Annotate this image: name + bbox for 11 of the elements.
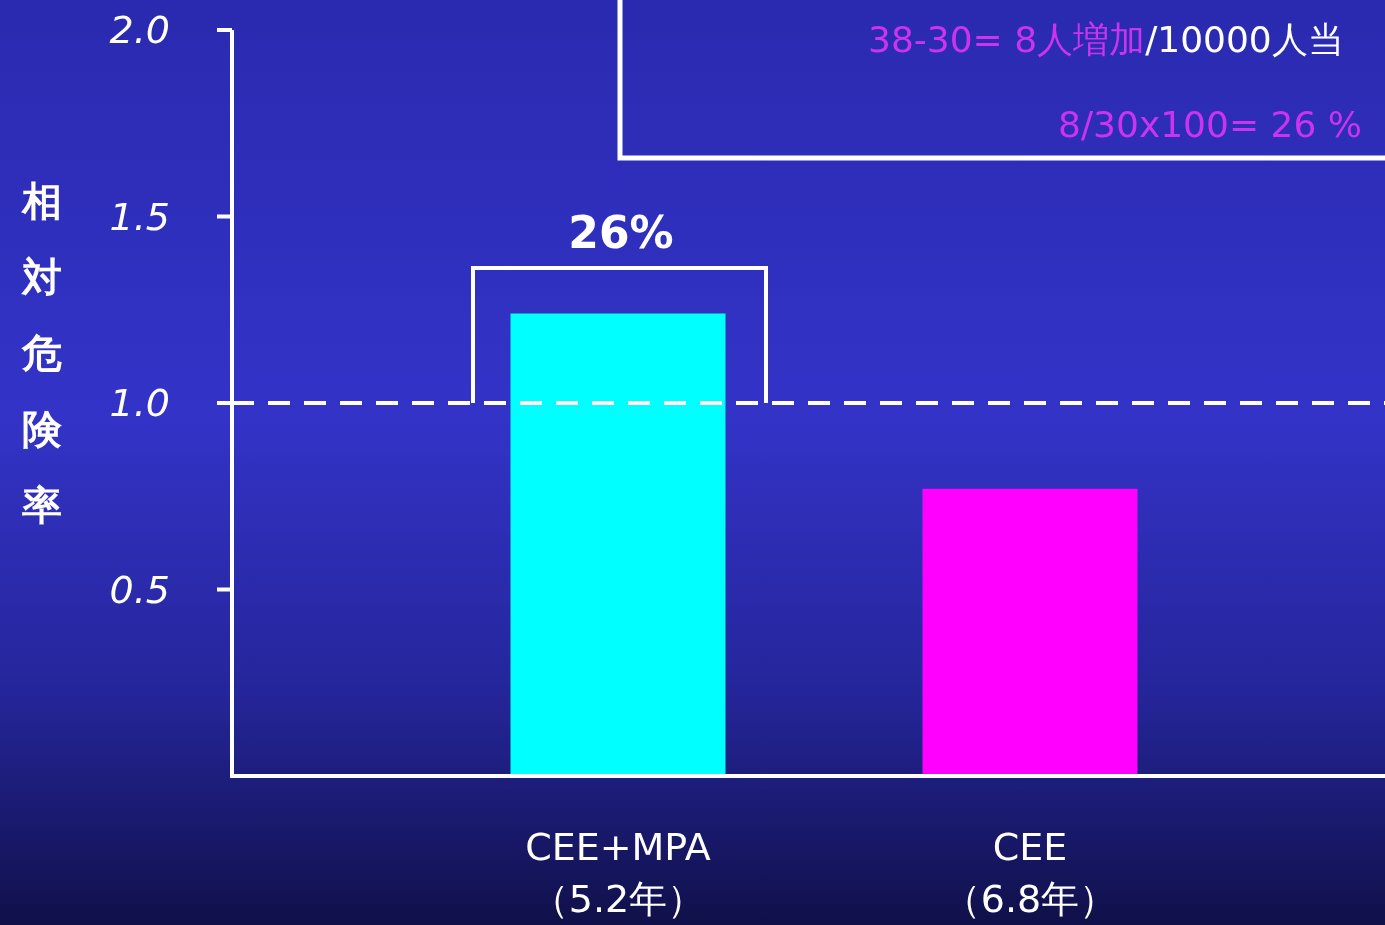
x-tick-label: CEE （6.8年） xyxy=(942,825,1118,921)
y-tick-label: 1.0 xyxy=(109,381,170,425)
y-tick-label: 0.5 xyxy=(109,567,170,612)
y-tick-label: 2.0 xyxy=(109,8,170,52)
annotation: 38-30= 8人増加 xyxy=(868,19,1146,60)
y-axis-title: 相対危険率 xyxy=(21,178,63,528)
annotation: /10000人当 xyxy=(1145,19,1344,60)
annotation: 8/30x100= 26 % xyxy=(1058,104,1362,145)
y-tick-label: 1.5 xyxy=(109,194,170,239)
x-tick-label: CEE+MPA （5.2年） xyxy=(525,825,711,921)
annotation: 26% xyxy=(568,207,674,258)
